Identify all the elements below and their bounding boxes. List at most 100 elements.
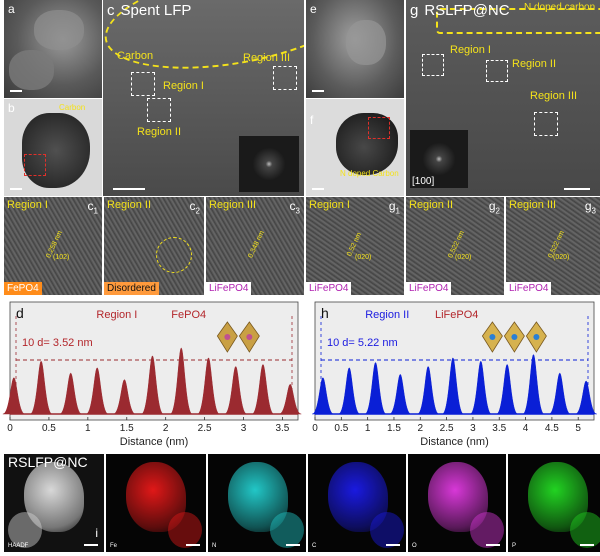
profile-peak — [141, 355, 164, 415]
scale-bar — [113, 188, 145, 190]
eds-element-label: N — [212, 543, 217, 549]
title-spent-lfp: Spent LFP — [120, 2, 192, 19]
hr-region-label: Region III — [509, 199, 557, 211]
region1-box — [422, 54, 444, 76]
hr-panel-label: c2 — [189, 199, 200, 216]
panel-label-i: i — [95, 526, 98, 540]
profile-peak — [575, 380, 597, 415]
profile-peak — [338, 367, 361, 415]
particle-signal — [328, 462, 388, 532]
profile-peak — [496, 364, 519, 415]
plane-label: (020) — [455, 253, 472, 261]
tem-image-b: Carbon b — [4, 99, 102, 196]
hrtem-image-c: c Spent LFP Carbon Region I Region II Reg… — [103, 0, 304, 196]
profile-peak — [251, 364, 275, 415]
hr-panel-label: c3 — [289, 199, 300, 216]
particle-signal — [370, 512, 404, 548]
eds-map-n: N — [208, 454, 306, 552]
d-spacing-label: 0.348 nm — [247, 229, 266, 260]
panel-label-f: f — [310, 113, 314, 127]
scale-bar — [486, 544, 500, 546]
panel-label-h: h — [321, 305, 329, 321]
x-tick-label: 2.5 — [440, 423, 454, 434]
phase-tag: Disordered — [104, 282, 159, 295]
crystal-structure-icon — [481, 321, 547, 353]
hr-region-label: Region I — [7, 199, 48, 211]
profile-peak — [224, 366, 247, 415]
hr-region-label: Region I — [309, 199, 350, 211]
panel-label-g: g — [410, 2, 419, 19]
x-tick-label: 3 — [470, 423, 476, 434]
region-annotation: Region II — [365, 309, 409, 321]
tem-image-f: N doped Carbon f — [306, 99, 404, 196]
profile-peak — [522, 354, 545, 415]
region3-box — [273, 66, 297, 90]
plane-label: (102) — [53, 253, 70, 261]
scale-bar — [10, 90, 22, 92]
phase-annotation: FePO4 — [171, 309, 206, 321]
region-annotation: Region I — [96, 309, 137, 321]
region1-label: Region I — [450, 44, 491, 56]
fft-inset — [410, 130, 468, 188]
phase-annotation: LiFePO4 — [435, 309, 478, 321]
hr-region-label: Region III — [209, 199, 257, 211]
x-tick-label: 0 — [312, 423, 318, 434]
profile-peak — [113, 379, 136, 415]
x-axis-label: Distance (nm) — [420, 436, 488, 448]
scale-bar — [286, 544, 300, 546]
phase-tag: LiFePO4 — [406, 282, 452, 295]
x-axis-label: Distance (nm) — [120, 436, 188, 448]
profile-peak — [417, 366, 440, 415]
region2-box — [486, 60, 508, 82]
disordered-region-circle — [156, 237, 192, 273]
panel-title-g: g RSLFP@NC — [410, 2, 510, 19]
eds-element-label: Fe — [110, 543, 118, 549]
particle-signal — [126, 462, 186, 532]
particle-signal — [528, 462, 588, 532]
scale-bar — [564, 188, 590, 190]
particle-signal — [270, 512, 304, 548]
profile-peak — [197, 357, 220, 415]
hrtem-c3: Region III c3 0.348 nm LiFePO4 — [206, 197, 304, 295]
hr-panel-label: g3 — [584, 199, 596, 216]
scale-bar — [386, 544, 400, 546]
profile-svg: 0 0.5 1 1.5 2 2.5 3 3.5 Distance (nm) d Region I Fe… — [2, 301, 302, 448]
region3-label: Region III — [243, 52, 291, 64]
x-tick-label: 1.5 — [387, 423, 401, 434]
x-tick-label: 4.5 — [545, 423, 559, 434]
profile-peak — [2, 377, 26, 415]
profile-peak — [548, 372, 571, 415]
eds-element-label: P — [512, 543, 517, 549]
x-tick-label: 1 — [365, 423, 371, 434]
scale-bar — [312, 90, 324, 92]
eds-element-label: C — [312, 543, 317, 549]
scale-bar — [312, 188, 324, 190]
hrtem-g2: Region II g2 0.522 nm (020) LiFePO4 — [406, 197, 504, 295]
x-tick-label: 2 — [418, 423, 424, 434]
eds-title: RSLFP@NC — [8, 454, 88, 470]
profile-svg: 0 0.5 1 1.5 2 2.5 3 3.5 4 4.5 5 Distance (nm) h Regio… — [312, 301, 597, 448]
x-tick-label: 5 — [575, 423, 581, 434]
hr-panel-label: g1 — [388, 199, 400, 216]
profile-peak — [29, 360, 53, 415]
zone-axis-label: [100] — [412, 176, 435, 187]
panel-title-c: c Spent LFP — [107, 2, 191, 19]
scale-bar — [580, 544, 594, 546]
profile-peak — [170, 347, 193, 415]
region3-box — [534, 112, 558, 136]
region1-box — [131, 72, 155, 96]
particle-signal — [470, 512, 504, 548]
eds-map-o: O — [408, 454, 506, 552]
panel-label-a: a — [8, 2, 15, 16]
x-tick-label: 0 — [7, 423, 13, 434]
fft-inset — [239, 136, 299, 192]
x-tick-label: 3.5 — [492, 423, 506, 434]
sem-image-a: a — [4, 0, 102, 98]
crystal-structure-icon — [216, 321, 260, 353]
hr-panel-label: g2 — [488, 199, 500, 216]
eds-element-label: HAADF — [8, 543, 29, 549]
carbon-label-b: Carbon — [59, 103, 86, 112]
hr-panel-label: c1 — [87, 199, 98, 216]
region2-label: Region II — [137, 126, 182, 138]
